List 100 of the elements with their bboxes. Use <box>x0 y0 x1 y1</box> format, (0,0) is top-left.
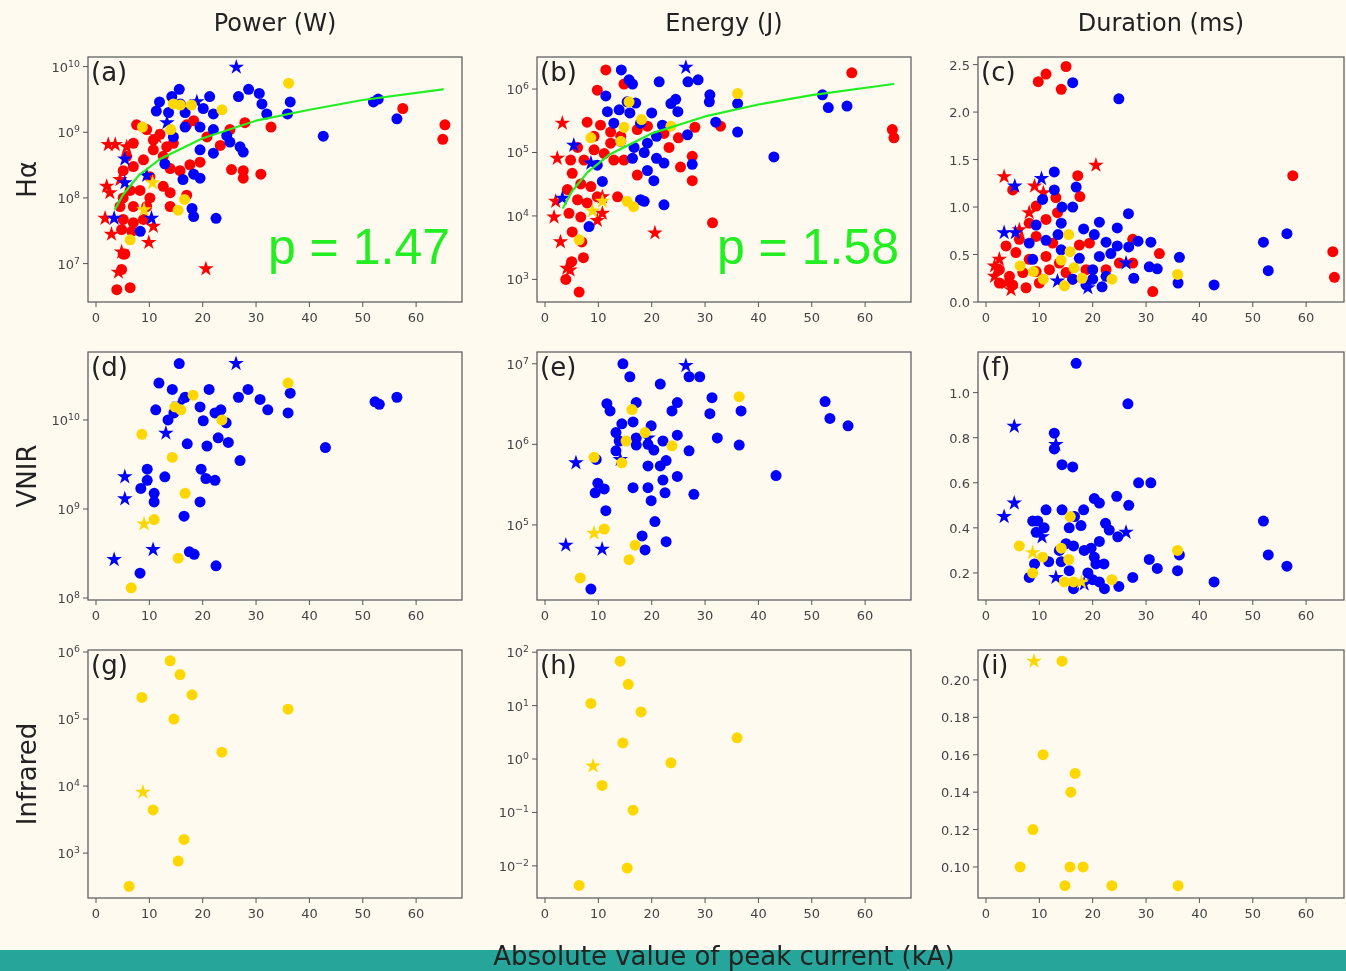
y-tick-label: 0.18 <box>941 710 970 726</box>
x-tick-label: 50 <box>354 608 372 623</box>
x-tick-label: 20 <box>1084 310 1101 325</box>
annotation: (d) <box>91 352 128 382</box>
y-tick-label: 10$^{4}$ <box>506 206 530 224</box>
x-tick-label: 40 <box>750 906 767 921</box>
y-tick-label: 10$^{2}$ <box>506 642 530 661</box>
y-tick-label: 0.0 <box>949 295 970 310</box>
y-tick-label: 10$^{−1}$ <box>498 802 530 821</box>
y-tick-label: 10$^{6}$ <box>506 79 530 98</box>
y-tick-label: 10$^{9}$ <box>57 122 81 141</box>
y-tick-label: 1.0 <box>949 385 970 401</box>
annotation: (b) <box>540 57 577 87</box>
x-tick-label: 40 <box>750 310 767 325</box>
x-tick-label: 50 <box>354 906 372 921</box>
x-tick-label: 10 <box>590 310 607 325</box>
annotation: (g) <box>91 650 128 680</box>
annotation: p = 1.47 <box>267 219 450 275</box>
y-tick-label: 2.0 <box>949 105 970 121</box>
x-tick-label: 0 <box>91 310 101 325</box>
x-tick-label: 60 <box>1297 310 1315 325</box>
y-tick-label: 10$^{6}$ <box>506 434 530 453</box>
x-tick-label: 50 <box>1244 608 1262 623</box>
x-tick-label: 30 <box>247 310 265 325</box>
y-tick-label: 0.16 <box>941 747 970 763</box>
x-tick-label: 60 <box>856 906 874 921</box>
x-tick-label: 30 <box>247 906 265 921</box>
y-tick-label: 0.2 <box>949 565 970 581</box>
x-tick-label: 50 <box>1244 906 1262 921</box>
x-tick-label: 20 <box>1084 906 1101 921</box>
chart-title: Power (W) <box>213 9 337 37</box>
x-tick-label: 0 <box>540 608 550 623</box>
x-tick-label: 50 <box>354 310 372 325</box>
x-tick-label: 50 <box>1244 310 1262 325</box>
y-tick-label: 10$^{8}$ <box>57 588 81 607</box>
x-tick-label: 60 <box>856 310 874 325</box>
chart-title: Duration (ms) <box>1077 9 1245 37</box>
y-tick-label: 10$^{3}$ <box>506 269 530 288</box>
y-tick-label: 10$^{10}$ <box>51 410 81 428</box>
x-tick-label: 0 <box>91 906 101 921</box>
x-tick-label: 60 <box>407 310 425 325</box>
x-tick-label: 20 <box>643 608 660 623</box>
x-tick-label: 0 <box>91 608 101 623</box>
x-tick-label: 60 <box>1297 906 1315 921</box>
x-tick-label: 30 <box>696 310 714 325</box>
y-tick-label: 10$^{3}$ <box>57 843 81 862</box>
y-axis-title: Infrared <box>12 722 42 826</box>
y-tick-label: 1.5 <box>949 152 970 168</box>
x-tick-label: 60 <box>407 906 425 921</box>
x-tick-label: 0 <box>540 310 550 325</box>
x-tick-label: 10 <box>1031 608 1048 623</box>
x-tick-label: 20 <box>643 310 660 325</box>
x-tick-label: 0 <box>981 310 991 325</box>
x-tick-label: 60 <box>1297 608 1315 623</box>
x-tick-label: 20 <box>194 906 211 921</box>
y-tick-label: 10$^{7}$ <box>57 254 81 272</box>
x-tick-label: 10 <box>1031 310 1048 325</box>
x-axis-title: Absolute value of peak current (kA) <box>493 941 955 971</box>
x-tick-label: 20 <box>194 608 211 623</box>
x-tick-label: 30 <box>696 608 714 623</box>
y-tick-label: 10$^{5}$ <box>57 709 81 728</box>
x-tick-label: 30 <box>1137 608 1155 623</box>
y-tick-label: 0.20 <box>941 672 970 688</box>
y-tick-label: 0.14 <box>941 785 970 801</box>
annotation: (i) <box>981 650 1009 680</box>
y-tick-label: 0.10 <box>941 859 970 875</box>
y-tick-label: 0.12 <box>941 822 970 838</box>
x-tick-label: 10 <box>141 608 158 623</box>
y-tick-label: 10$^{5}$ <box>506 515 530 533</box>
x-tick-label: 40 <box>750 608 767 623</box>
x-tick-label: 30 <box>1137 906 1155 921</box>
y-tick-label: 1.0 <box>949 200 970 216</box>
y-tick-label: 10$^{1}$ <box>506 696 530 714</box>
y-tick-label: 10$^{5}$ <box>506 142 530 161</box>
y-tick-label: 10$^{−2}$ <box>498 856 530 874</box>
x-tick-label: 20 <box>194 310 211 325</box>
x-tick-label: 20 <box>1084 608 1101 623</box>
y-tick-label: 0.8 <box>949 430 970 446</box>
x-tick-label: 30 <box>696 906 714 921</box>
y-tick-label: 0.4 <box>949 520 970 536</box>
y-tick-label: 10$^{8}$ <box>57 188 81 206</box>
y-tick-label: 2.5 <box>949 57 970 73</box>
annotation: (f) <box>981 352 1011 382</box>
x-tick-label: 40 <box>301 906 318 921</box>
x-tick-label: 40 <box>1191 608 1208 623</box>
y-tick-label: 10$^{0}$ <box>506 749 530 768</box>
annotation: (a) <box>91 57 128 87</box>
x-tick-label: 10 <box>141 906 158 921</box>
y-tick-label: 10$^{4}$ <box>57 776 81 795</box>
y-tick-label: 10$^{9}$ <box>57 499 81 517</box>
y-tick-label: 10$^{6}$ <box>57 642 81 660</box>
annotation: (e) <box>540 352 577 382</box>
x-tick-label: 40 <box>301 310 318 325</box>
annotation: p = 1.58 <box>716 219 899 275</box>
x-tick-label: 10 <box>590 608 607 623</box>
annotation: (c) <box>981 57 1016 87</box>
x-tick-label: 60 <box>856 608 874 623</box>
y-axis-title: VNIR <box>12 444 42 508</box>
annotation: (h) <box>540 650 577 680</box>
x-tick-label: 10 <box>141 310 158 325</box>
